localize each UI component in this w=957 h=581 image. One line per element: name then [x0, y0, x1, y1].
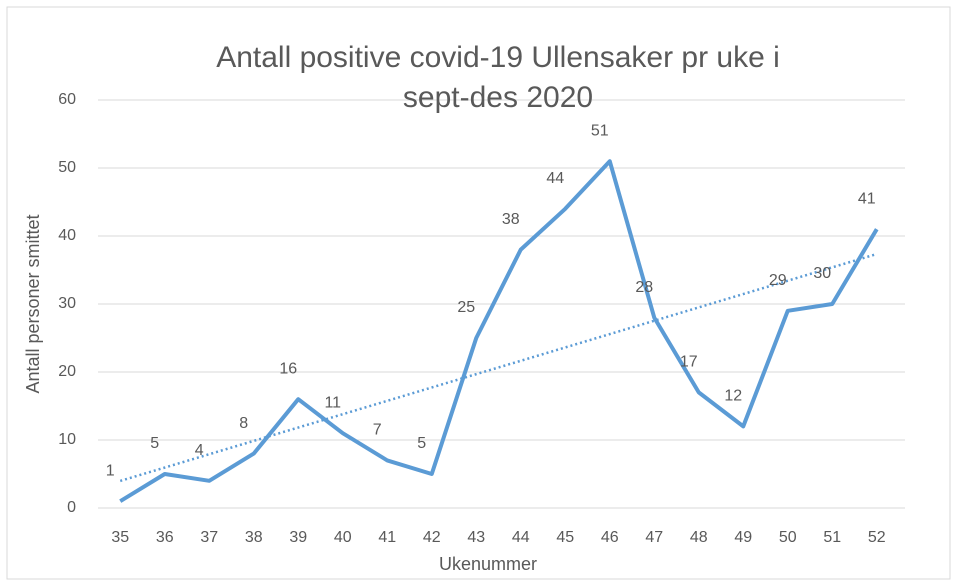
data-label: 28: [635, 279, 653, 296]
chart-title: Antall positive covid-19 Ullensaker pr u…: [216, 41, 780, 114]
data-label: 30: [813, 265, 831, 282]
data-label: 5: [150, 435, 159, 452]
x-tick-label: 40: [334, 529, 352, 546]
y-tick-label: 10: [58, 431, 76, 448]
data-label: 51: [591, 122, 609, 139]
x-tick-label: 44: [512, 529, 530, 546]
data-label: 12: [724, 388, 742, 405]
y-tick-label: 30: [58, 295, 76, 312]
x-tick-label: 46: [601, 529, 619, 546]
x-tick-label: 50: [779, 529, 797, 546]
x-tick-label: 49: [734, 529, 752, 546]
x-tick-label: 35: [111, 529, 129, 546]
x-tick-label: 51: [823, 529, 841, 546]
data-label: 25: [457, 299, 475, 316]
trendline: [119, 252, 878, 483]
data-label: 41: [858, 190, 876, 207]
x-tick-label: 43: [467, 529, 485, 546]
x-tick-label: 37: [200, 529, 218, 546]
data-line: [119, 159, 879, 503]
x-tick-label: 42: [423, 529, 441, 546]
y-tick-label: 50: [58, 159, 76, 176]
data-label: 44: [546, 170, 564, 187]
data-label: 29: [769, 272, 787, 289]
x-axis-label: Ukenummer: [439, 554, 537, 574]
data-label: 5: [417, 435, 426, 452]
y-tick-label: 40: [58, 227, 76, 244]
y-axis-label: Antall personer smittet: [23, 214, 43, 393]
data-label: 8: [239, 415, 248, 432]
x-tick-label: 45: [556, 529, 574, 546]
x-tick-label: 47: [645, 529, 663, 546]
x-tick-label: 48: [690, 529, 708, 546]
y-tick-label: 60: [58, 91, 76, 108]
x-tick-label: 38: [245, 529, 263, 546]
data-label: 11: [324, 394, 341, 411]
x-tick-label: 41: [378, 529, 396, 546]
x-tick-label: 52: [868, 529, 886, 546]
data-label: 7: [373, 422, 382, 439]
data-label: 17: [680, 354, 698, 371]
y-tick-label: 20: [58, 363, 76, 380]
data-label: 38: [502, 211, 520, 228]
x-tick-label: 36: [156, 529, 174, 546]
data-label: 4: [195, 442, 204, 459]
data-label: 1: [106, 462, 115, 479]
x-tick-label: 39: [289, 529, 307, 546]
y-tick-label: 0: [67, 499, 76, 516]
data-label: 16: [279, 360, 297, 377]
chart-border: [6, 6, 951, 580]
